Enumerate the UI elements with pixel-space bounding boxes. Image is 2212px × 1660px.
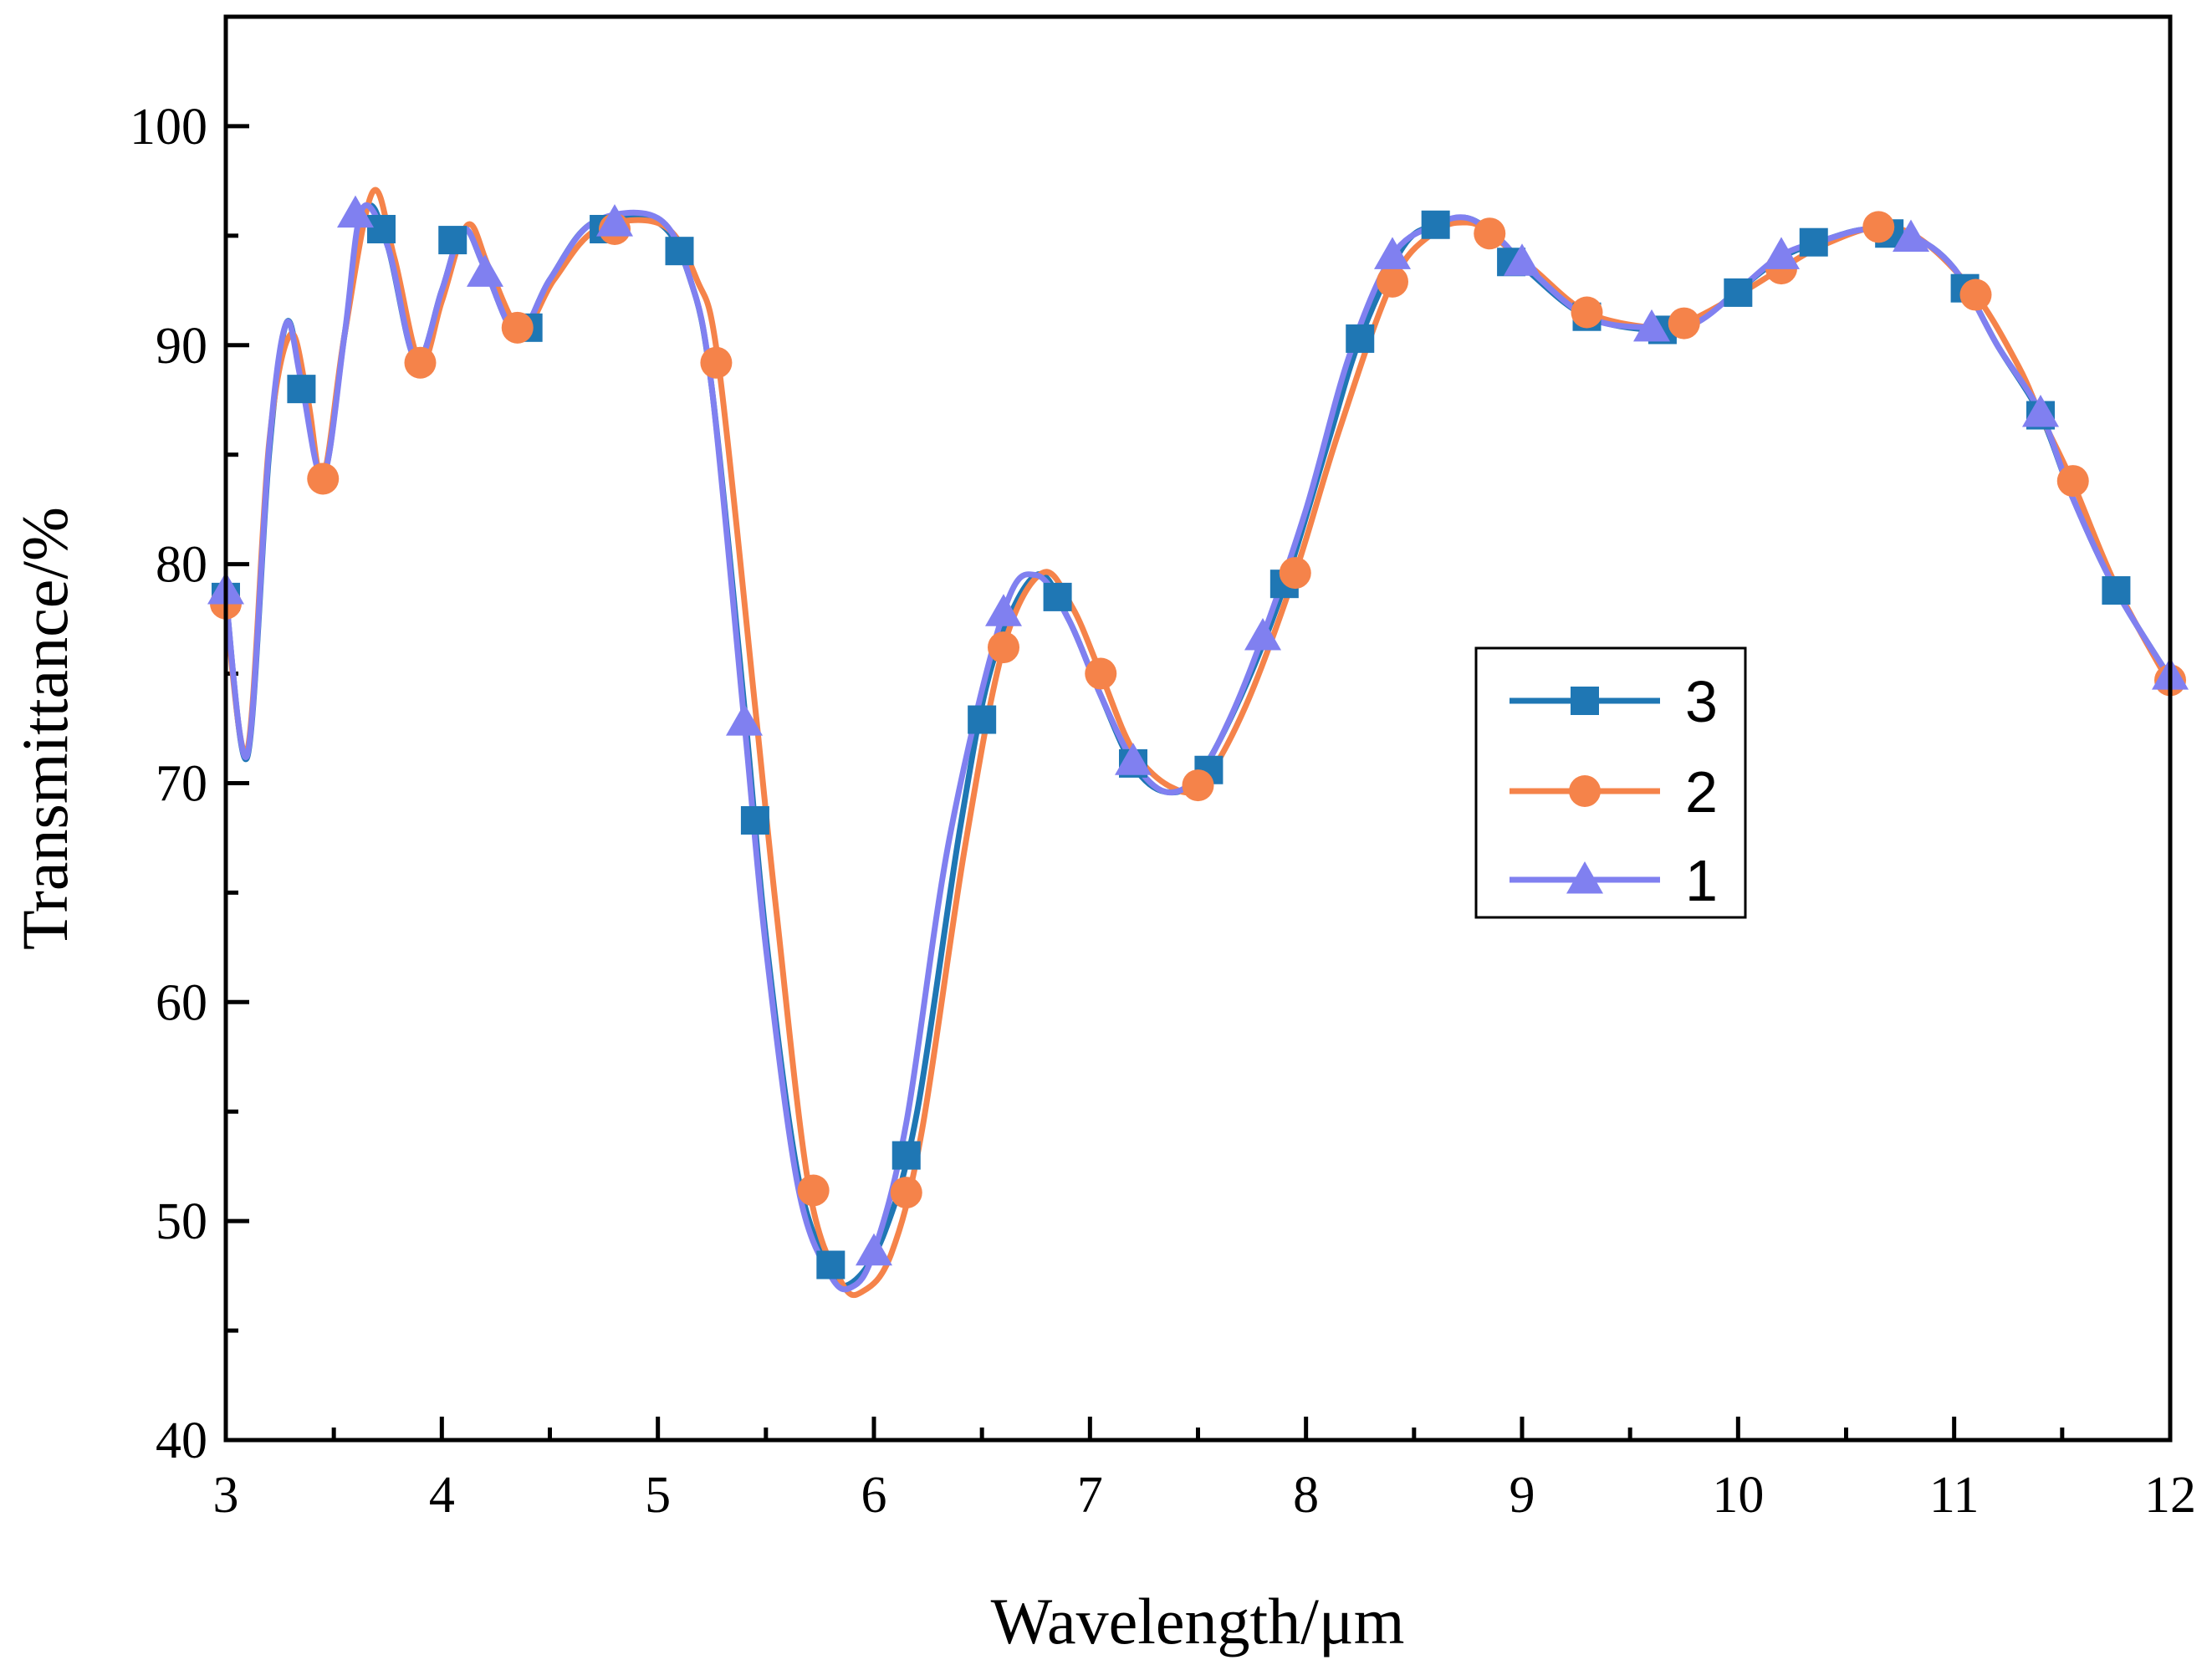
series-2-point <box>1279 557 1311 590</box>
series-2-point <box>1571 296 1603 329</box>
y-tick-label: 100 <box>130 99 207 156</box>
x-tick-label: 4 <box>429 1467 455 1524</box>
series-line-3 <box>226 202 2170 1289</box>
x-tick-label: 10 <box>1712 1467 1764 1524</box>
y-tick-label: 50 <box>156 1193 207 1250</box>
series-1-point <box>337 195 374 228</box>
x-tick-label: 11 <box>1929 1467 1980 1524</box>
series-2-point <box>1474 217 1506 250</box>
series-3-point <box>968 705 997 734</box>
marker-layer <box>207 195 2189 1279</box>
y-tick-labels: 40 50 60 70 80 90 100 <box>130 99 207 1469</box>
series-2-point <box>404 346 437 379</box>
series-3-point <box>438 226 467 255</box>
series-1-point <box>1763 237 1800 269</box>
y-tick-label: 80 <box>156 537 207 594</box>
x-tick-label: 3 <box>213 1467 239 1524</box>
legend-label-1: 1 <box>1685 848 1718 913</box>
series-2-point <box>1862 211 1895 243</box>
y-axis-ticks <box>226 124 249 1443</box>
x-tick-label: 5 <box>645 1467 671 1524</box>
series-2-point <box>1182 769 1214 802</box>
series-1-point <box>856 1233 892 1266</box>
x-tick-label: 12 <box>2144 1467 2196 1524</box>
series-3-point <box>1346 324 1375 353</box>
legend-label-2: 2 <box>1685 759 1718 825</box>
series-1-point <box>1115 743 1152 775</box>
y-axis-title: Transmittance/% <box>8 507 81 950</box>
legend-marker-3 <box>1571 687 1599 715</box>
x-axis-ticks <box>223 1417 2173 1440</box>
series-1-point <box>985 594 1022 626</box>
series-2-point <box>1085 657 1117 690</box>
series-3-point <box>816 1250 845 1279</box>
legend: 3 2 1 <box>1474 646 1747 919</box>
series-1-point <box>1504 243 1540 276</box>
series-2-point <box>988 631 1019 664</box>
x-tick-label: 8 <box>1293 1467 1319 1524</box>
series-1-point <box>1893 219 1929 252</box>
y-tick-label: 60 <box>156 974 207 1031</box>
series-3-point <box>367 214 396 243</box>
series-2-point <box>797 1174 830 1207</box>
series-3-point <box>1724 278 1753 307</box>
x-tick-label: 6 <box>861 1467 887 1524</box>
x-tick-label: 7 <box>1077 1467 1103 1524</box>
series-2-point <box>890 1177 922 1209</box>
series-line-2 <box>226 186 2170 1299</box>
series-1-point <box>596 204 633 237</box>
series-3-point <box>740 805 769 835</box>
series-1-point <box>1633 309 1670 342</box>
y-tick-label: 90 <box>156 318 207 375</box>
x-tick-labels: 3 4 5 6 7 8 9 10 11 12 <box>213 1467 2197 1524</box>
series-2-point <box>1377 265 1408 298</box>
series-2-point <box>501 311 534 344</box>
series-2-point <box>1959 278 1992 311</box>
series-3-point <box>287 375 316 404</box>
legend-label-3: 3 <box>1685 669 1718 734</box>
series-2-point <box>2056 465 2089 498</box>
series-1-point <box>1244 618 1281 651</box>
y-tick-label: 40 <box>156 1412 207 1469</box>
series-1-point <box>467 254 503 287</box>
series-3-point <box>1799 227 1828 257</box>
series-3-point <box>665 237 694 266</box>
series-1-point <box>1374 237 1411 269</box>
legend-marker-2 <box>1569 775 1601 807</box>
x-axis-title: Wavelength/μm <box>991 1585 1405 1657</box>
series-line-1 <box>226 202 2170 1293</box>
series-layer <box>226 186 2170 1299</box>
series-3-point <box>1421 210 1450 239</box>
x-tick-label: 9 <box>1510 1467 1535 1524</box>
series-3-point <box>1043 582 1072 611</box>
plot-frame <box>223 14 2173 1443</box>
series-1-point <box>2022 394 2059 427</box>
legend-box <box>1474 646 1747 919</box>
series-2-point <box>307 462 340 495</box>
series-1-point <box>726 703 763 736</box>
y-tick-label: 70 <box>156 755 207 812</box>
series-3-point <box>891 1141 921 1170</box>
series-2-point <box>1668 307 1700 340</box>
series-3-point <box>2102 576 2131 605</box>
legend-marker-1 <box>1566 861 1603 894</box>
series-2-point <box>700 346 733 379</box>
